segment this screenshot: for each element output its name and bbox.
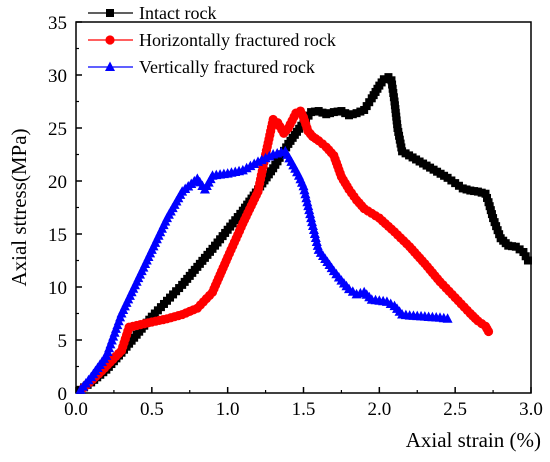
y-tick-label: 25 (48, 119, 67, 140)
data-point (389, 89, 398, 98)
data-point (483, 326, 494, 337)
data-point (387, 76, 396, 85)
legend-label: Horizontally fractured rock (139, 30, 336, 50)
legend-marker (105, 35, 115, 45)
data-point (442, 313, 453, 323)
x-tick-label: 2.5 (443, 399, 467, 420)
x-tick-label: 0.0 (64, 399, 88, 420)
x-axis-title: Axial strain (%) (406, 428, 541, 452)
legend-marker (106, 9, 114, 17)
legend-marker (105, 61, 115, 71)
data-point (388, 84, 397, 93)
legend-label: Vertically fractured rock (139, 57, 315, 77)
legend-entry: Vertically fractured rock (88, 57, 315, 77)
legend-label: Intact rock (139, 3, 216, 23)
data-point (493, 226, 502, 235)
y-axis-title: Axial sttress(MPa) (7, 128, 31, 286)
data-point (481, 189, 490, 198)
legend-entry: Intact rock (88, 3, 216, 23)
data-point (388, 80, 397, 89)
y-tick-label: 10 (48, 278, 67, 299)
plot-area (75, 21, 532, 394)
y-tick-label: 15 (48, 225, 67, 246)
x-tick-label: 1.0 (216, 399, 240, 420)
x-tick-label: 2.0 (367, 399, 391, 420)
data-point (389, 93, 398, 102)
y-tick-label: 30 (48, 66, 67, 87)
x-tick-label: 3.0 (519, 399, 543, 420)
x-tick-label: 0.5 (140, 399, 164, 420)
data-point (379, 75, 388, 84)
y-tick-label: 0 (58, 384, 68, 405)
y-tick-label: 5 (58, 331, 68, 352)
data-point (490, 218, 499, 227)
data-point (519, 248, 528, 257)
data-point (483, 193, 492, 202)
y-tick-label: 35 (48, 13, 67, 34)
y-tick-label: 20 (48, 172, 67, 193)
data-point (521, 252, 530, 261)
data-point (523, 256, 532, 265)
data-point (492, 222, 501, 231)
legend-entry: Horizontally fractured rock (88, 30, 336, 50)
series-3 (75, 145, 453, 394)
data-point (489, 214, 498, 223)
x-tick-label: 1.5 (292, 399, 316, 420)
data-point (495, 230, 504, 239)
